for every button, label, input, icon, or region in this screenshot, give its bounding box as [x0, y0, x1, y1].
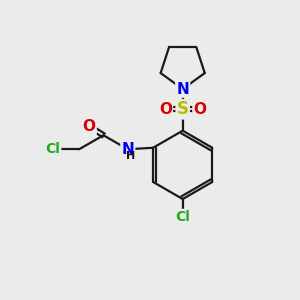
Text: N: N: [176, 82, 189, 97]
Text: O: O: [83, 119, 96, 134]
Text: O: O: [159, 102, 172, 117]
Text: N: N: [122, 142, 134, 157]
Text: S: S: [177, 100, 189, 118]
Text: O: O: [194, 102, 206, 117]
Text: H: H: [126, 151, 135, 161]
Text: Cl: Cl: [175, 210, 190, 224]
Text: Cl: Cl: [46, 142, 60, 156]
